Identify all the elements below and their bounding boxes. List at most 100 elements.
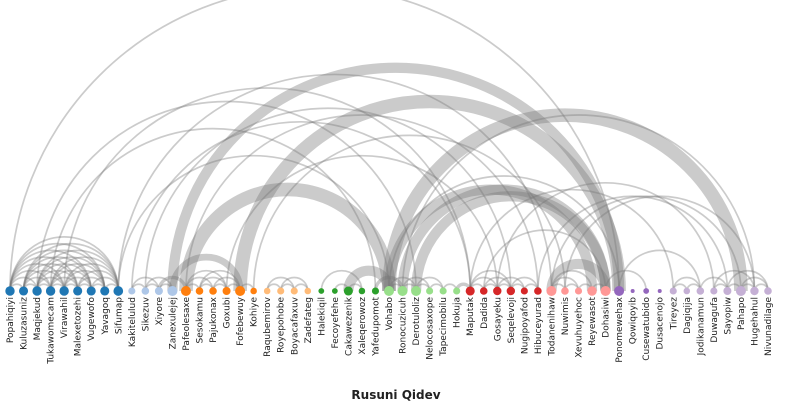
- node-dot[interactable]: [45, 286, 56, 296]
- link-arc: [618, 249, 702, 292]
- link-arc: [537, 195, 729, 292]
- node-dot[interactable]: [614, 286, 625, 296]
- node-dot[interactable]: [18, 286, 29, 296]
- link-arc: [383, 184, 598, 292]
- node-label: Fofebewuy: [236, 296, 246, 345]
- node-label: Kuluzasuniz: [20, 297, 30, 350]
- node-dot[interactable]: [343, 286, 353, 296]
- node-dot[interactable]: [397, 286, 408, 296]
- link-arc: [550, 276, 580, 292]
- node-label: Gosayeku: [493, 297, 503, 341]
- node-label: Cakawezenik: [344, 296, 354, 356]
- node-dot[interactable]: [304, 287, 312, 295]
- node-dot[interactable]: [574, 287, 583, 295]
- node-dot[interactable]: [764, 287, 772, 295]
- node-dot[interactable]: [195, 287, 204, 295]
- node-dot[interactable]: [331, 288, 338, 294]
- node-dot[interactable]: [426, 287, 434, 295]
- node-label: Cusewatubido: [642, 297, 652, 361]
- node-dot[interactable]: [209, 287, 217, 295]
- link-arc: [9, 269, 52, 292]
- link-arc: [22, 242, 120, 292]
- link-arc: [198, 276, 228, 292]
- node-labels: Popahiqiyi Kuluzasuniz Maqjekud Tukawomecam…: [6, 296, 774, 365]
- node-label: Pajukonax: [209, 296, 219, 342]
- node-dot[interactable]: [358, 287, 366, 295]
- node-dot[interactable]: [59, 286, 69, 296]
- node-dot[interactable]: [669, 287, 677, 295]
- node-dot[interactable]: [154, 286, 163, 296]
- node-label: Nuwimis: [561, 297, 571, 336]
- node-label: Todanenihaw: [547, 297, 557, 357]
- link-arc: [36, 249, 120, 292]
- link-arc: [117, 154, 390, 292]
- node-dot[interactable]: [371, 287, 380, 295]
- link-arc: [266, 276, 296, 292]
- node-dot[interactable]: [561, 287, 569, 295]
- node-dot[interactable]: [5, 286, 15, 296]
- node-label: Zanexulejej: [168, 297, 178, 349]
- node-label: Virawahil: [60, 297, 70, 338]
- node-dot[interactable]: [696, 287, 705, 295]
- link-arc: [22, 263, 79, 292]
- node-dot[interactable]: [520, 287, 528, 295]
- node-dot[interactable]: [735, 286, 746, 296]
- link-arc: [9, 263, 65, 292]
- node-dot[interactable]: [506, 286, 516, 296]
- node-label: Ponomewehax: [615, 296, 625, 362]
- node-dot[interactable]: [100, 286, 110, 296]
- chart-title: Rusuni Qidev: [351, 388, 440, 402]
- node-dot[interactable]: [453, 287, 461, 295]
- link-arc: [415, 276, 444, 292]
- link-arc: [9, 242, 106, 292]
- link-arc: [185, 114, 539, 292]
- node-dot[interactable]: [546, 286, 557, 296]
- node-dot[interactable]: [683, 287, 691, 295]
- node-dot[interactable]: [263, 287, 271, 295]
- link-arc: [22, 269, 65, 292]
- node-label: Boyacafaxuv: [290, 296, 300, 355]
- node-dot[interactable]: [710, 287, 718, 295]
- node-label: Sikezuv: [141, 296, 151, 331]
- link-arc: [546, 258, 611, 292]
- node-dot[interactable]: [250, 287, 257, 295]
- node-dot[interactable]: [479, 287, 488, 295]
- link-arc: [550, 195, 742, 292]
- node-dot[interactable]: [86, 286, 96, 296]
- node-label: Royepohobe: [277, 297, 287, 353]
- node-dot[interactable]: [128, 287, 136, 295]
- node-dot[interactable]: [439, 287, 447, 295]
- node-dot[interactable]: [180, 286, 191, 296]
- node-dot[interactable]: [750, 286, 759, 296]
- node-dot[interactable]: [318, 288, 325, 294]
- node-dot[interactable]: [411, 286, 422, 296]
- node-dot[interactable]: [73, 286, 83, 296]
- node-dot[interactable]: [643, 288, 650, 294]
- node-dot[interactable]: [290, 287, 298, 295]
- node-dot[interactable]: [630, 289, 635, 293]
- node-dot[interactable]: [465, 286, 475, 296]
- node-dot[interactable]: [32, 286, 42, 296]
- node-dot[interactable]: [384, 286, 394, 296]
- link-arc: [198, 269, 241, 292]
- link-arc: [36, 276, 65, 292]
- link-arc: [185, 269, 228, 292]
- node-dot[interactable]: [141, 287, 150, 295]
- node-dot[interactable]: [600, 286, 611, 296]
- node-dot[interactable]: [534, 287, 542, 295]
- node-label: Reyewasot: [588, 297, 598, 346]
- node-dot[interactable]: [723, 286, 732, 296]
- node-label: Xiyore: [155, 297, 165, 326]
- node-dot[interactable]: [657, 289, 662, 293]
- link-arc: [49, 256, 120, 292]
- node-dot[interactable]: [113, 286, 124, 296]
- link-arc: [90, 276, 120, 292]
- node-dot[interactable]: [167, 286, 178, 296]
- link-arc: [49, 269, 93, 292]
- node-dot[interactable]: [587, 286, 597, 296]
- node-dot[interactable]: [222, 286, 231, 296]
- node-dot[interactable]: [277, 287, 285, 295]
- link-arc: [233, 94, 626, 292]
- node-dot[interactable]: [235, 286, 246, 296]
- node-dot[interactable]: [493, 286, 502, 296]
